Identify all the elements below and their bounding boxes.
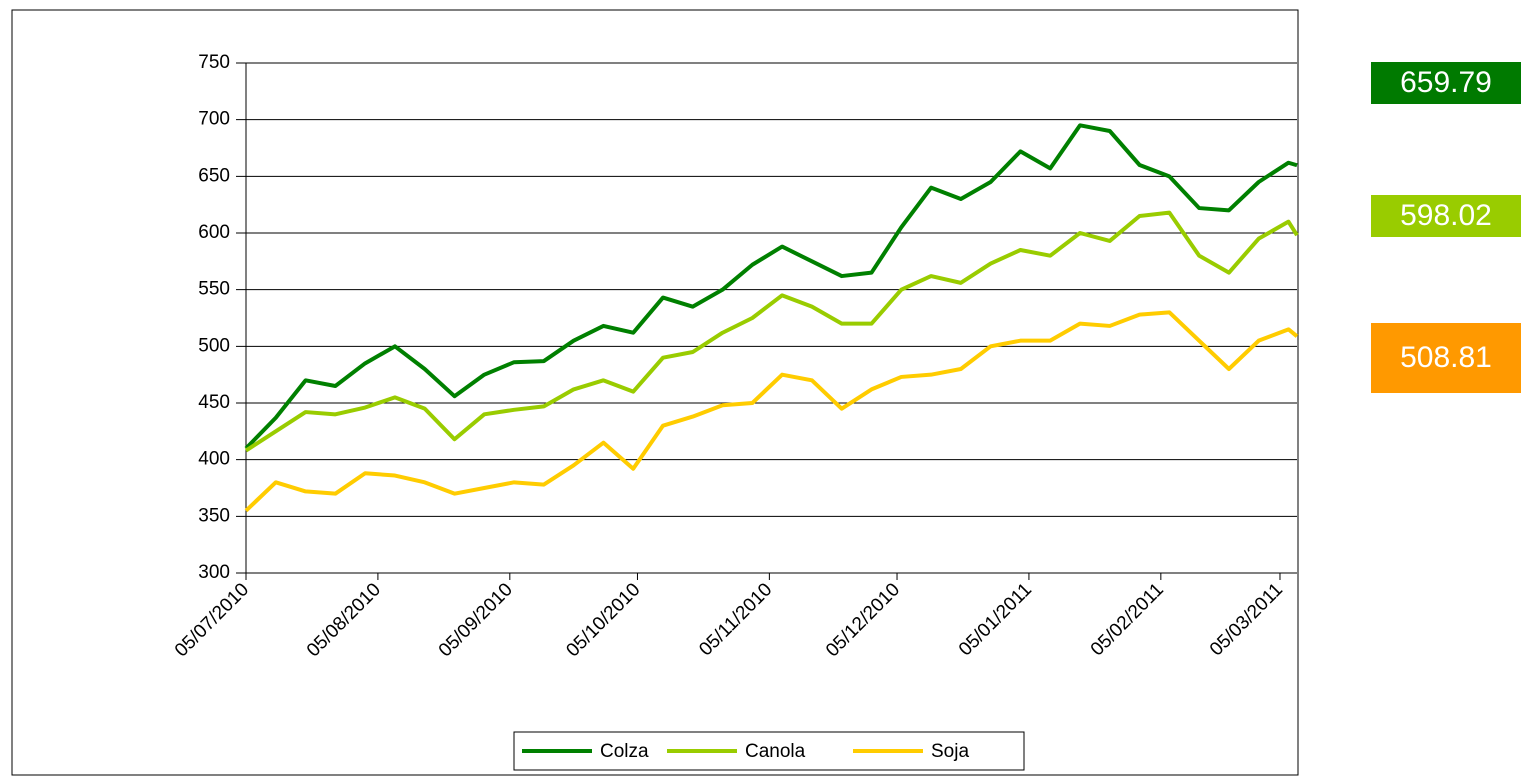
- y-tick-label: 450: [198, 392, 230, 413]
- series-line: [244, 310, 1299, 513]
- legend: Colza Canola Soja: [513, 731, 1025, 771]
- value-box: 659.79: [1371, 62, 1521, 104]
- value-box-bg: [1371, 323, 1521, 393]
- y-tick-label: 350: [198, 505, 230, 526]
- legend-label: Canola: [745, 741, 806, 762]
- chart-frame: [11, 9, 1299, 776]
- value-box-bg: [1371, 62, 1521, 104]
- series-line: [244, 123, 1298, 450]
- value-box-label: 508.81: [1400, 341, 1492, 374]
- y-tick-label: 700: [198, 109, 230, 130]
- y-tick-label: 600: [198, 222, 230, 243]
- legend-frame: [513, 731, 1025, 771]
- legend-label: Soja: [931, 741, 969, 762]
- y-tick-label: 750: [198, 52, 230, 73]
- y-tick-label: 650: [198, 165, 230, 186]
- series-line: [244, 210, 1299, 453]
- y-tick-label: 500: [198, 335, 230, 356]
- y-tick-label: 550: [198, 279, 230, 300]
- value-box-label: 598.02: [1400, 199, 1492, 232]
- value-box-bg: [1371, 195, 1521, 237]
- value-box-label: 659.79: [1400, 66, 1492, 99]
- value-box: 508.81: [1371, 323, 1521, 393]
- legend-label: Colza: [600, 741, 649, 762]
- y-tick-label: 400: [198, 449, 230, 470]
- y-tick-label: 300: [198, 562, 230, 583]
- value-box: 598.02: [1371, 195, 1521, 237]
